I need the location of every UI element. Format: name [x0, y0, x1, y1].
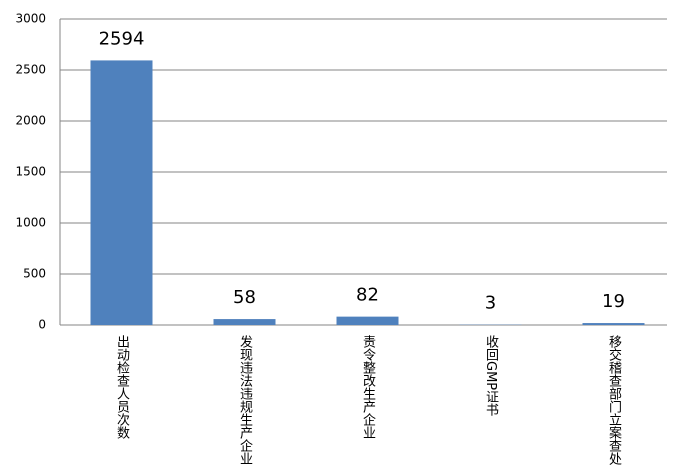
- bar: [582, 323, 645, 325]
- y-tick-label: 1500: [15, 165, 46, 179]
- x-tick-label: 移交稽查部门立案查处: [606, 335, 622, 465]
- x-tick-label: 出动检查人员次数: [114, 335, 130, 439]
- y-tick-label: 2000: [15, 114, 46, 128]
- x-tick-label: 发现违法违规生产企业: [237, 334, 253, 465]
- bar: [336, 316, 399, 325]
- y-tick-label: 2500: [15, 63, 46, 77]
- data-label: 2594: [99, 28, 145, 49]
- x-tick-label: 责令整改生产企业: [360, 335, 376, 439]
- y-tick-label: 500: [23, 267, 46, 281]
- data-label: 82: [356, 285, 379, 306]
- bar: [213, 319, 276, 325]
- data-label: 3: [485, 293, 496, 314]
- bar: [90, 60, 153, 326]
- y-tick-label: 3000: [15, 12, 46, 26]
- data-label: 19: [602, 291, 625, 312]
- x-tick-label: 收回GMP证书: [483, 335, 499, 418]
- y-tick-label: 0: [38, 318, 46, 332]
- data-label: 58: [233, 287, 256, 308]
- y-tick-label: 1000: [15, 216, 46, 230]
